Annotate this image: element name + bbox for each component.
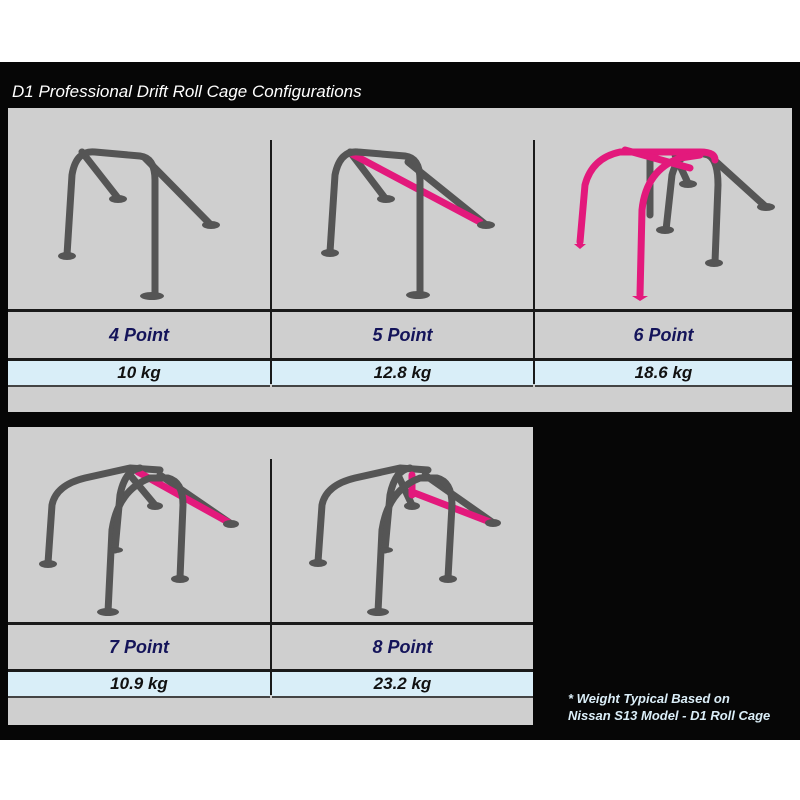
config-5-point: 5 Point 12.8 kg (272, 108, 533, 412)
note-line-2: Nissan S13 Model - D1 Roll Cage (568, 708, 771, 723)
note-line-1: * Weight Typical Based on (568, 691, 730, 706)
config-label: 8 Point (372, 636, 433, 657)
divider (533, 140, 535, 384)
config-label: 6 Point (633, 324, 694, 345)
config-8-point: 8 Point 23.2 kg (272, 427, 533, 725)
divider (270, 459, 272, 695)
cage-4-point-drawing (58, 148, 220, 300)
config-label: 4 Point (108, 324, 169, 345)
config-weight: 23.2 kg (272, 669, 533, 698)
config-label: 7 Point (108, 636, 169, 657)
weight-note: * Weight Typical Based on Nissan S13 Mod… (568, 690, 770, 724)
cage-6-point-drawing (574, 146, 775, 301)
config-4-point: 4 Point 10 kg (8, 108, 270, 412)
cage-5-point-drawing (321, 148, 495, 299)
config-weight: 12.8 kg (272, 358, 533, 387)
config-6-point: 6 Point 18.6 kg (535, 108, 792, 412)
config-label: 5 Point (372, 324, 433, 345)
config-weight: 10.9 kg (8, 669, 270, 698)
page-title: D1 Professional Drift Roll Cage Configur… (12, 82, 362, 101)
cage-8-point-drawing (309, 464, 501, 616)
config-weight: 10 kg (8, 358, 270, 387)
top-panel: 4 Point 10 kg 5 Point 12.8 kg 6 Point 18… (8, 108, 792, 412)
divider (270, 140, 272, 384)
cage-7-point-drawing (39, 464, 239, 616)
config-weight: 18.6 kg (535, 358, 792, 387)
